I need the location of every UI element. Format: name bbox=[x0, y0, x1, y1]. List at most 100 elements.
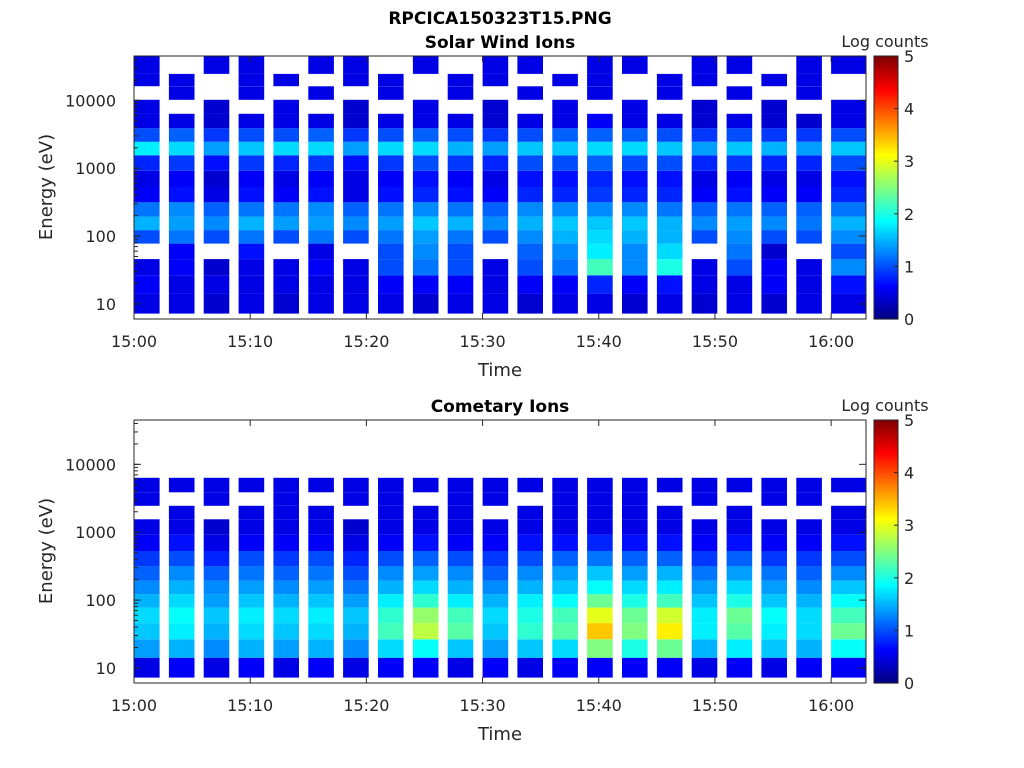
heatmap-cell bbox=[412, 113, 439, 129]
colorbar-segment bbox=[874, 116, 898, 120]
heatmap-cell bbox=[831, 230, 866, 244]
colorbar-segment bbox=[874, 669, 898, 674]
heatmap-cell bbox=[308, 623, 334, 640]
heatmap-cell bbox=[203, 275, 230, 294]
heatmap-cell bbox=[517, 170, 543, 187]
colorbar-segment bbox=[874, 506, 898, 511]
heatmap-cell bbox=[796, 275, 822, 294]
heatmap-cell bbox=[761, 293, 787, 314]
heatmap-cell bbox=[134, 128, 160, 142]
heatmap-cell bbox=[831, 275, 866, 294]
heatmap-cell bbox=[308, 86, 334, 100]
heatmap-cell bbox=[412, 519, 439, 535]
colorbar-segment bbox=[874, 427, 898, 432]
heatmap-cell bbox=[622, 216, 648, 231]
heatmap-cell bbox=[587, 566, 613, 581]
colorbar-segment bbox=[874, 656, 898, 660]
heatmap-cell bbox=[831, 113, 866, 129]
x-tick-label: 16:00 bbox=[808, 696, 854, 715]
colorbar-segment bbox=[874, 311, 898, 315]
heatmap-cell bbox=[796, 293, 822, 314]
heatmap-cell bbox=[761, 187, 787, 203]
heatmap-cell bbox=[552, 639, 578, 658]
heatmap-cell bbox=[622, 623, 648, 640]
colorbar-segment bbox=[874, 90, 898, 94]
colorbar-segment bbox=[874, 525, 898, 529]
heatmap-cell bbox=[482, 128, 509, 142]
colorbar-segment bbox=[874, 176, 898, 181]
heatmap-cell bbox=[552, 202, 578, 217]
heatmap-cell bbox=[134, 230, 160, 244]
colorbar-segment bbox=[874, 169, 898, 173]
heatmap-cell bbox=[517, 56, 543, 74]
heatmap-cell bbox=[831, 141, 866, 156]
heatmap-cell bbox=[378, 505, 404, 520]
heatmap-cell bbox=[343, 639, 369, 658]
colorbar-segment bbox=[874, 635, 898, 639]
heatmap-cell bbox=[447, 187, 474, 203]
heatmap-cell bbox=[691, 275, 718, 294]
colorbar-segment bbox=[874, 121, 898, 125]
heatmap-cell bbox=[482, 519, 509, 535]
heatmap-cell bbox=[273, 492, 299, 506]
heatmap-cell bbox=[168, 141, 195, 156]
heatmap-cell bbox=[273, 216, 299, 231]
heatmap-cell bbox=[726, 607, 753, 624]
colorbar-segment bbox=[874, 253, 898, 257]
colorbar: 0 1 2 3 4 5 bbox=[873, 411, 914, 693]
heatmap-cell bbox=[412, 639, 439, 658]
heatmap-cell bbox=[831, 594, 866, 608]
heatmap-cell bbox=[796, 623, 822, 640]
heatmap-cell bbox=[656, 73, 683, 87]
heatmap-cell bbox=[273, 99, 299, 114]
heatmap-cell bbox=[482, 607, 509, 624]
heatmap-cell bbox=[203, 187, 230, 203]
heatmap-cell bbox=[273, 534, 299, 551]
colorbar-segment bbox=[874, 261, 898, 265]
colorbar-segment bbox=[874, 198, 898, 202]
heatmap-cell bbox=[447, 86, 474, 100]
heatmap-cell bbox=[517, 657, 543, 678]
heatmap-cell bbox=[238, 551, 265, 567]
heatmap-cell bbox=[552, 216, 578, 231]
heatmap-cell bbox=[134, 187, 160, 203]
heatmap-cell bbox=[587, 534, 613, 551]
heatmap-cell bbox=[622, 551, 648, 567]
heatmap-cell bbox=[482, 639, 509, 658]
colorbar-segment bbox=[874, 540, 898, 545]
heatmap-cell bbox=[168, 170, 195, 187]
colorbar-tick-label: 1 bbox=[904, 621, 914, 640]
panel-cometary-ions: Cometary Ions Log counts Time Energy (eV… bbox=[36, 396, 929, 745]
colorbar-segment bbox=[874, 654, 898, 658]
heatmap-cell bbox=[378, 202, 404, 217]
colorbar-segment bbox=[874, 498, 898, 503]
heatmap-cell bbox=[482, 492, 509, 506]
heatmap-cell bbox=[412, 551, 439, 567]
heatmap-cell bbox=[552, 99, 578, 114]
heatmap-cell bbox=[587, 519, 613, 535]
heatmap-cell bbox=[482, 99, 509, 114]
colorbar-segment bbox=[874, 535, 898, 539]
colorbar-tick-label: 4 bbox=[904, 464, 914, 483]
colorbar-frame bbox=[873, 419, 899, 684]
heatmap-cell bbox=[447, 639, 474, 658]
heatmap-cell bbox=[447, 216, 474, 231]
heatmap-cell bbox=[691, 216, 718, 231]
heatmap-cell bbox=[761, 607, 787, 624]
heatmap-cell bbox=[273, 293, 299, 314]
heatmap-cell bbox=[482, 216, 509, 231]
heatmap-cell bbox=[656, 505, 683, 520]
colorbar-tick-label: 0 bbox=[904, 310, 914, 329]
colorbar-segment bbox=[874, 287, 898, 291]
heatmap-cell bbox=[726, 56, 753, 74]
heatmap-cell bbox=[552, 275, 578, 294]
heatmap-cell bbox=[378, 551, 404, 567]
heatmap-cell bbox=[238, 259, 265, 276]
heatmap-cell bbox=[412, 128, 439, 142]
heatmap-cell bbox=[656, 580, 683, 595]
heatmap-cell bbox=[134, 477, 160, 493]
heatmap-cell bbox=[622, 128, 648, 142]
heatmap-cell bbox=[656, 566, 683, 581]
colorbar-segment bbox=[874, 245, 898, 249]
heatmap-cell bbox=[447, 623, 474, 640]
